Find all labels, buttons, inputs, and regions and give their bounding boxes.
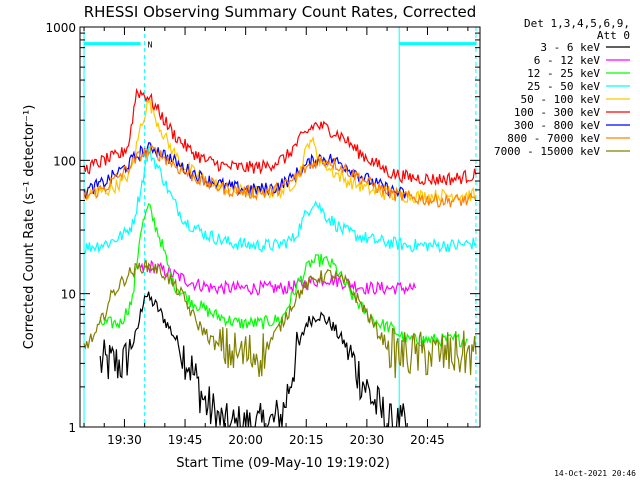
chart-title: RHESSI Observing Summary Count Rates, Co… [84,3,477,21]
series-layer [83,87,477,427]
legend-label: 6 - 12 keV [534,54,601,67]
series-line-7 [83,143,477,208]
y-tick-label: 1 [68,421,76,435]
x-tick-label: 20:15 [289,433,324,447]
series-line-3 [83,146,477,255]
legend-label: 12 - 25 keV [527,67,600,80]
series-line-1 [140,259,416,296]
y-axis-label: Corrected Count Rate (s⁻¹ detector⁻¹) [22,105,37,350]
x-axis-label: Start Time (09-May-10 19:19:02) [176,456,390,471]
series-line-5 [83,87,477,187]
series-line-8 [83,259,477,379]
render-timestamp: 14-Oct-2021 20:46 [554,469,636,478]
series-line-6 [83,142,408,200]
x-tick-label: 20:00 [228,433,263,447]
y-tick-label: 100 [53,154,76,168]
x-tick-label: 19:45 [168,433,203,447]
x-tick-label: 20:45 [410,433,445,447]
series-line-4 [83,98,477,204]
plot-frame [79,26,481,428]
y-tick-label: 10 [61,288,76,302]
legend-label: 3 - 6 keV [540,41,600,54]
axis-ticks: 19:30 19:45 20:00 20:15 20:30 20:45 1 10 100 1000 [45,21,480,447]
legend-label: 50 - 100 keV [521,93,601,106]
legend-header-line-1: Det 1,3,4,5,6,9, [524,17,630,30]
legend-header-line-2: Att 0 [597,29,630,42]
legend-label: 7000 - 15000 keV [494,145,600,158]
x-tick-label: 19:30 [107,433,142,447]
x-tick-label: 20:30 [350,433,385,447]
legend-label: 800 - 7000 keV [507,132,600,145]
y-tick-label: 1000 [45,21,76,35]
legend-label: 100 - 300 keV [514,106,600,119]
legend-label: 25 - 50 keV [527,80,600,93]
flag-marker-label: N [148,41,153,50]
attenuator-flags: N [83,27,477,427]
series-line-0 [99,291,408,427]
legend-label: 300 - 800 keV [514,119,600,132]
series-line-2 [99,202,469,349]
